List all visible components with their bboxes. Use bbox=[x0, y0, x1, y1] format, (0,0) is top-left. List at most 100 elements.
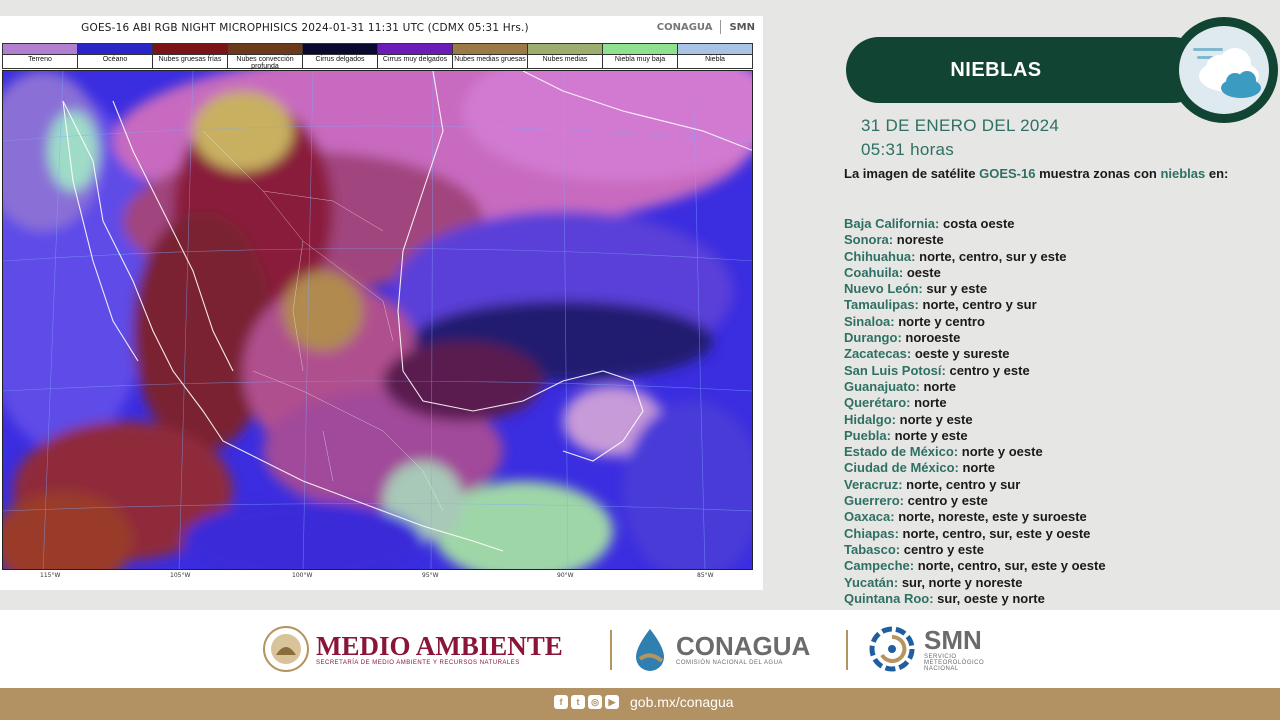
state-areas: norte bbox=[914, 395, 947, 411]
state-name: Oaxaca: bbox=[844, 509, 895, 525]
instagram-icon[interactable]: ◎ bbox=[588, 695, 602, 709]
footer-url[interactable]: gob.mx/conagua bbox=[630, 694, 734, 710]
conagua-logo[interactable]: CONAGUA COMISIÓN NACIONAL DEL AGUA bbox=[630, 624, 810, 674]
legend-label: Nubes convección profunda bbox=[236, 56, 294, 70]
longitude-labels: 115°W 105°W 100°W 95°W 90°W 85°W bbox=[2, 572, 753, 586]
smn-logo[interactable]: SMN SERVICIO METEOROLÓGICO NACIONAL bbox=[868, 624, 984, 674]
legend-item: Cirrus muy delgados bbox=[378, 44, 453, 68]
state-areas: centro y este bbox=[949, 362, 1030, 378]
legend-swatch bbox=[378, 44, 452, 55]
intro-satellite-name: GOES-16 bbox=[979, 166, 1036, 181]
smn-subtitle-3: NACIONAL bbox=[924, 666, 959, 672]
intro-post: en: bbox=[1205, 166, 1229, 181]
state-areas: norte, centro, sur, este y oeste bbox=[917, 558, 1106, 574]
legend-label: Nubes medias bbox=[542, 56, 588, 63]
longitude-label: 105°W bbox=[170, 572, 191, 579]
state-areas: norte y centro bbox=[898, 313, 985, 329]
social-icons: f t ◎ ▶ bbox=[554, 695, 619, 709]
state-areas: norte y oeste bbox=[961, 444, 1043, 460]
state-item: Baja California: costa oeste bbox=[844, 216, 1274, 232]
legend-label: Terreno bbox=[28, 56, 52, 63]
state-item: Hidalgo: norte y este bbox=[844, 412, 1274, 428]
state-item: San Luis Potosí: centro y este bbox=[844, 363, 1274, 379]
smn-swirl-icon bbox=[869, 626, 915, 672]
logo-divider bbox=[720, 20, 722, 34]
legend-swatch bbox=[78, 44, 152, 55]
legend-label: Océano bbox=[102, 56, 128, 63]
legend-swatch bbox=[678, 44, 752, 55]
state-areas: costa oeste bbox=[942, 216, 1015, 231]
state-item: Querétaro: norte bbox=[844, 395, 1274, 411]
legend-swatch bbox=[303, 44, 377, 55]
section-banner: NIEBLAS bbox=[846, 37, 1206, 103]
legend-item: Océano bbox=[78, 44, 153, 68]
state-item: Chihuahua: norte, centro, sur y este bbox=[844, 249, 1274, 265]
state-name: San Luis Potosí: bbox=[844, 362, 946, 378]
satellite-title: GOES-16 ABI RGB NIGHT MICROPHISICS 2024-… bbox=[81, 22, 529, 34]
state-areas: norte bbox=[923, 378, 956, 394]
footer-divider bbox=[846, 630, 848, 670]
youtube-icon[interactable]: ▶ bbox=[605, 695, 619, 709]
state-item: Sonora: noreste bbox=[844, 232, 1274, 248]
state-areas: norte, centro y sur bbox=[906, 476, 1021, 492]
state-item: Chiapas: norte, centro, sur, este y oest… bbox=[844, 526, 1274, 542]
longitude-label: 95°W bbox=[422, 572, 439, 579]
state-item: Sinaloa: norte y centro bbox=[844, 314, 1274, 330]
state-areas: norte, centro, sur y este bbox=[919, 248, 1067, 264]
state-item: Veracruz: norte, centro y sur bbox=[844, 477, 1274, 493]
state-list: Baja California: costa oeste Sonora: nore… bbox=[844, 216, 1274, 607]
footer-logos: MEDIO AMBIENTE SECRETARÍA DE MEDIO AMBIE… bbox=[0, 610, 1280, 688]
water-drop-icon bbox=[636, 629, 664, 671]
legend-item: Nubes convección profunda bbox=[228, 44, 303, 70]
state-areas: oeste bbox=[906, 264, 941, 280]
satellite-map-image bbox=[3, 71, 752, 569]
longitude-label: 90°W bbox=[557, 572, 574, 579]
state-name: Puebla: bbox=[844, 427, 891, 443]
semarnat-logo[interactable]: MEDIO AMBIENTE SECRETARÍA DE MEDIO AMBIE… bbox=[262, 624, 563, 674]
color-legend: Terreno Océano Nubes gruesas frías Nubes co… bbox=[2, 43, 753, 70]
legend-swatch bbox=[3, 44, 77, 55]
smn-small-logo: SMN bbox=[729, 21, 755, 33]
state-item: Yucatán: sur, norte y noreste bbox=[844, 575, 1274, 591]
longitude-label: 115°W bbox=[40, 572, 61, 579]
state-areas: norte, noreste, este y suroeste bbox=[898, 509, 1087, 525]
state-areas: centro y este bbox=[903, 541, 984, 557]
state-name: Hidalgo: bbox=[844, 411, 896, 427]
state-name: Querétaro: bbox=[844, 395, 911, 411]
state-areas: centro y este bbox=[907, 493, 988, 509]
report-date: 31 DE ENERO DEL 2024 bbox=[861, 116, 1060, 135]
state-item: Durango: noroeste bbox=[844, 330, 1274, 346]
satellite-panel: GOES-16 ABI RGB NIGHT MICROPHISICS 2024-… bbox=[0, 16, 763, 590]
longitude-label: 100°W bbox=[292, 572, 313, 579]
state-item: Ciudad de México: norte bbox=[844, 460, 1274, 476]
legend-swatch bbox=[528, 44, 602, 55]
semarnat-name: MEDIO AMBIENTE bbox=[316, 631, 563, 661]
facebook-icon[interactable]: f bbox=[554, 695, 568, 709]
twitter-icon[interactable]: t bbox=[571, 695, 585, 709]
state-item: Zacatecas: oeste y sureste bbox=[844, 346, 1274, 362]
state-areas: norte, centro y sur bbox=[922, 297, 1037, 313]
legend-item: Niebla muy baja bbox=[603, 44, 678, 68]
legend-label: Niebla bbox=[705, 56, 725, 63]
state-name: Veracruz: bbox=[844, 476, 903, 492]
legend-swatch bbox=[453, 44, 527, 55]
conagua-name: CONAGUA bbox=[676, 631, 811, 661]
state-name: Guerrero: bbox=[844, 493, 904, 509]
banner-title: NIEBLAS bbox=[950, 59, 1042, 81]
state-areas: norte bbox=[962, 460, 995, 476]
fog-cloud-icon bbox=[1179, 26, 1269, 114]
state-name: Campeche: bbox=[844, 558, 915, 574]
intro-keyword: nieblas bbox=[1160, 166, 1206, 181]
state-areas: noroeste bbox=[905, 330, 961, 346]
satellite-map[interactable] bbox=[2, 70, 753, 570]
longitude-label: 85°W bbox=[697, 572, 714, 579]
legend-item: Nubes medias gruesas bbox=[453, 44, 528, 68]
state-areas: sur y este bbox=[926, 281, 988, 297]
coat-of-arms-icon bbox=[263, 626, 309, 672]
state-item: Tamaulipas: norte, centro y sur bbox=[844, 297, 1274, 313]
state-areas: norte y este bbox=[894, 427, 968, 443]
legend-label: Niebla muy baja bbox=[614, 56, 666, 63]
state-item: Oaxaca: norte, noreste, este y suroeste bbox=[844, 509, 1274, 525]
legend-item: Nubes gruesas frías bbox=[153, 44, 228, 68]
state-name: Tamaulipas: bbox=[844, 297, 919, 313]
